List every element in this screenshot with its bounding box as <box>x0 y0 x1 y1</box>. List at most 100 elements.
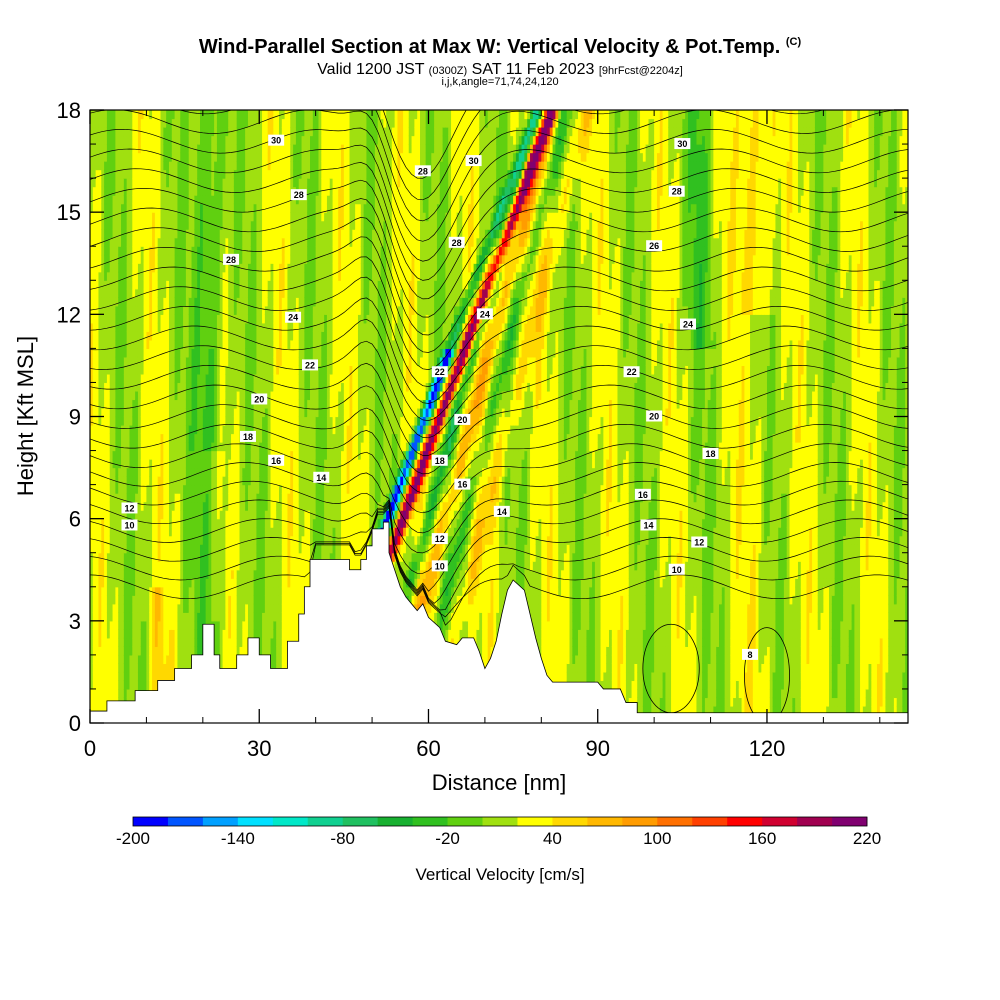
velocity-cell <box>140 271 145 281</box>
velocity-cell <box>121 552 125 562</box>
velocity-cell <box>92 339 97 349</box>
velocity-cell <box>171 544 176 554</box>
velocity-cell <box>146 305 150 315</box>
velocity-cell <box>90 629 94 639</box>
velocity-cell <box>146 220 150 230</box>
velocity-cell <box>126 637 131 647</box>
velocity-cell <box>106 118 111 128</box>
velocity-cell <box>140 680 145 690</box>
velocity-cell <box>95 467 100 477</box>
velocity-cell <box>90 561 94 571</box>
velocity-cell <box>149 280 153 290</box>
velocity-cell <box>137 322 142 332</box>
velocity-cell <box>146 620 150 630</box>
velocity-cell <box>112 263 116 273</box>
velocity-cell <box>160 246 164 256</box>
velocity-cell <box>106 322 111 332</box>
velocity-cell <box>98 688 102 699</box>
velocity-cell <box>121 161 125 171</box>
velocity-cell <box>137 629 142 639</box>
velocity-cell <box>163 552 167 562</box>
velocity-cell <box>132 161 136 171</box>
velocity-cell <box>171 518 176 528</box>
velocity-cell <box>95 561 100 571</box>
velocity-cell <box>154 339 159 349</box>
velocity-cell <box>132 416 136 426</box>
velocity-cell <box>163 271 167 281</box>
velocity-cell <box>98 493 102 503</box>
velocity-cell <box>115 416 119 426</box>
velocity-cell <box>118 442 122 452</box>
velocity-cell <box>132 663 136 673</box>
velocity-cell <box>171 646 176 656</box>
velocity-cell <box>160 552 164 562</box>
velocity-cell <box>135 229 139 239</box>
velocity-cell <box>166 612 170 622</box>
velocity-cell <box>146 476 150 486</box>
velocity-cell <box>157 186 162 196</box>
velocity-cell <box>95 254 100 264</box>
velocity-cell <box>112 118 116 128</box>
velocity-cell <box>163 373 167 384</box>
velocity-cell <box>92 152 97 162</box>
velocity-cell <box>143 425 148 435</box>
velocity-cell <box>143 663 148 673</box>
velocity-cell <box>112 561 116 571</box>
velocity-cell <box>163 620 167 630</box>
velocity-cell <box>132 637 136 647</box>
velocity-cell <box>106 263 111 273</box>
velocity-cell <box>149 433 153 443</box>
velocity-cell <box>143 680 148 690</box>
velocity-cell <box>112 203 116 213</box>
velocity-cell <box>146 356 150 367</box>
velocity-cell <box>140 569 145 579</box>
velocity-cell <box>157 127 162 137</box>
velocity-cell <box>132 425 136 435</box>
velocity-cell <box>101 612 105 622</box>
velocity-cell <box>132 322 136 332</box>
velocity-cell <box>149 373 153 384</box>
velocity-cell <box>149 646 153 656</box>
velocity-cell <box>101 288 105 298</box>
velocity-cell <box>143 237 148 247</box>
velocity-cell <box>118 237 122 247</box>
velocity-cell <box>146 484 150 494</box>
velocity-cell <box>168 663 173 673</box>
velocity-cell <box>154 578 159 588</box>
velocity-cell <box>137 118 142 128</box>
velocity-cell <box>106 450 111 460</box>
velocity-cell <box>106 399 111 409</box>
velocity-cell <box>129 425 133 435</box>
velocity-cell <box>90 220 94 230</box>
velocity-cell <box>112 195 116 205</box>
velocity-cell <box>166 450 170 460</box>
velocity-cell <box>104 382 108 392</box>
velocity-cell <box>135 297 139 307</box>
velocity-cell <box>121 203 125 213</box>
velocity-cell <box>92 280 97 290</box>
velocity-cell <box>149 552 153 562</box>
velocity-cell <box>160 178 164 188</box>
velocity-cell <box>146 390 150 401</box>
velocity-cell <box>106 586 111 596</box>
velocity-cell <box>90 705 94 716</box>
velocity-cell <box>154 595 159 605</box>
velocity-cell <box>90 493 94 503</box>
velocity-cell <box>112 493 116 503</box>
velocity-cell <box>149 305 153 315</box>
velocity-cell <box>123 178 128 188</box>
velocity-cell <box>95 705 100 716</box>
velocity-cell <box>92 195 97 205</box>
velocity-cell <box>160 484 164 494</box>
velocity-cell <box>126 654 131 664</box>
velocity-cell <box>152 595 156 605</box>
velocity-cell <box>163 569 167 579</box>
velocity-cell <box>129 654 133 664</box>
velocity-cell <box>171 510 176 520</box>
velocity-cell <box>109 620 114 630</box>
velocity-cell <box>168 399 173 409</box>
velocity-cell <box>98 212 102 222</box>
velocity-cell <box>121 425 125 435</box>
velocity-cell <box>143 186 148 196</box>
velocity-cell <box>168 118 173 128</box>
